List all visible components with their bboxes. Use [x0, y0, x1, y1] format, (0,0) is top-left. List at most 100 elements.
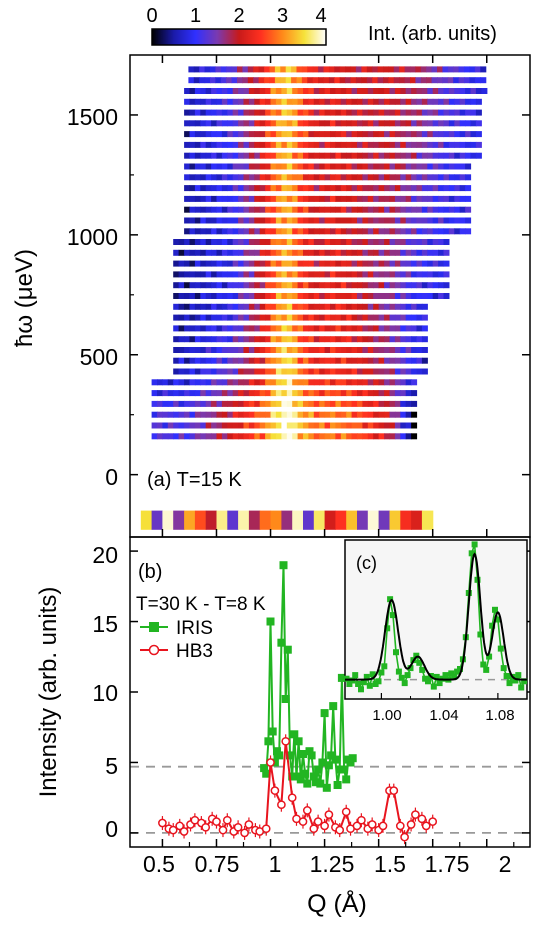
data-point-hb3: [261, 824, 271, 834]
heatmap-cell: [324, 422, 331, 429]
heatmap-cell: [178, 282, 185, 289]
heatmap-cell: [303, 357, 309, 364]
heatmap-cell: [378, 228, 385, 235]
heatmap-cell: [415, 66, 422, 73]
heatmap-cell: [303, 411, 309, 418]
heatmap-cell: [399, 66, 406, 73]
heatmap-cell: [292, 357, 299, 364]
heatmap-cell: [275, 336, 282, 343]
heatmap-cell: [313, 390, 320, 397]
heatmap-cell: [303, 400, 309, 407]
heatmap-cell: [378, 314, 385, 321]
heatmap-cell: [367, 293, 374, 299]
heatmap-cell: [389, 510, 401, 530]
heatmap-cell: [308, 347, 315, 353]
heatmap-cell: [265, 141, 272, 148]
heatmap-cell: [389, 239, 396, 245]
data-point-hb3: [218, 825, 228, 835]
heatmap-cell: [178, 249, 185, 256]
heatmap-cell: [465, 217, 472, 224]
heatmap-cell: [334, 66, 341, 73]
heatmap-cell: [432, 141, 439, 148]
heatmap-cell: [384, 400, 391, 407]
heatmap-cell: [308, 336, 315, 343]
heatmap-cell: [443, 185, 450, 192]
heatmap-cell: [270, 141, 277, 148]
heatmap-cell: [373, 120, 380, 127]
heatmap-cell: [194, 228, 201, 235]
heatmap-cell: [297, 303, 304, 310]
heatmap-cell: [335, 379, 342, 386]
legend-hb3-label: HB3: [176, 641, 213, 662]
heatmap-cell: [275, 249, 282, 256]
data-point-hb3: [335, 825, 345, 835]
heatmap-cell: [259, 206, 266, 213]
heatmap-cell: [194, 411, 201, 418]
heatmap-cell: [340, 206, 347, 213]
heatmap-cell: [173, 433, 180, 440]
heatmap-cell: [157, 411, 163, 418]
heatmap-cell: [227, 239, 234, 245]
heatmap-cell: [319, 185, 326, 192]
heatmap-cell: [465, 163, 472, 170]
heatmap-cell: [243, 217, 250, 224]
heatmap-cell: [373, 282, 380, 289]
heatmap-cell: [292, 303, 299, 310]
heatmap-cell: [281, 152, 288, 159]
heatmap-cell: [189, 109, 196, 116]
heatmap-cell: [265, 271, 272, 278]
heatmap-cell: [346, 336, 353, 343]
heatmap-cell: [324, 152, 331, 159]
heatmap-cell: [421, 109, 428, 116]
panel-a-tick-1500: 1500: [67, 104, 118, 130]
heatmap-cell: [308, 98, 315, 105]
heatmap-cell: [432, 271, 439, 278]
heatmap-cell: [259, 510, 272, 530]
heatmap-cell: [157, 400, 163, 407]
heatmap-cell: [411, 163, 418, 170]
heatmap-cell: [238, 109, 245, 116]
heatmap-cell: [297, 368, 304, 375]
heatmap-cell: [324, 368, 331, 375]
heatmap-cell: [243, 152, 250, 159]
heatmap-cell: [330, 98, 336, 105]
heatmap-cell: [438, 228, 445, 235]
heatmap-cell: [373, 206, 380, 213]
heatmap-cell: [275, 293, 282, 299]
heatmap-cell: [286, 282, 293, 289]
heatmap-cell: [346, 174, 353, 181]
heatmap-cell: [281, 206, 288, 213]
heatmap-cell: [247, 66, 254, 73]
heatmap-cell: [275, 185, 282, 192]
heatmap-cell: [432, 217, 439, 224]
heatmap-cell: [248, 109, 255, 116]
heatmap-cell: [216, 174, 223, 181]
heatmap-cell: [394, 303, 401, 310]
heatmap-cell: [443, 206, 450, 213]
heatmap-cell: [421, 303, 428, 310]
heatmap-cell: [389, 336, 396, 343]
heatmap-cell: [389, 217, 396, 224]
data-point-hb3: [175, 821, 185, 831]
heatmap-cell: [297, 347, 304, 353]
heatmap-cell: [265, 163, 272, 170]
heatmap-cell: [394, 195, 401, 202]
data-point-iris: [366, 682, 373, 689]
heatmap-cell: [259, 411, 266, 418]
data-point-hb3: [309, 824, 319, 834]
heatmap-cell: [216, 206, 223, 213]
heatmap-cell: [373, 109, 380, 116]
heatmap-cell: [248, 314, 255, 321]
heatmap-cell: [259, 228, 266, 235]
heatmap-cell: [313, 163, 320, 170]
heatmap-cell: [243, 260, 250, 267]
heatmap-cell: [270, 510, 282, 530]
heatmap-cell: [178, 390, 185, 397]
heatmap-cell: [313, 217, 320, 224]
heatmap-cell: [292, 390, 299, 397]
heatmap-cell: [232, 325, 239, 332]
heatmap-cell: [384, 271, 391, 278]
heatmap-cell: [216, 400, 223, 407]
heatmap-cell: [346, 303, 353, 310]
data-point-hb3: [298, 817, 308, 826]
